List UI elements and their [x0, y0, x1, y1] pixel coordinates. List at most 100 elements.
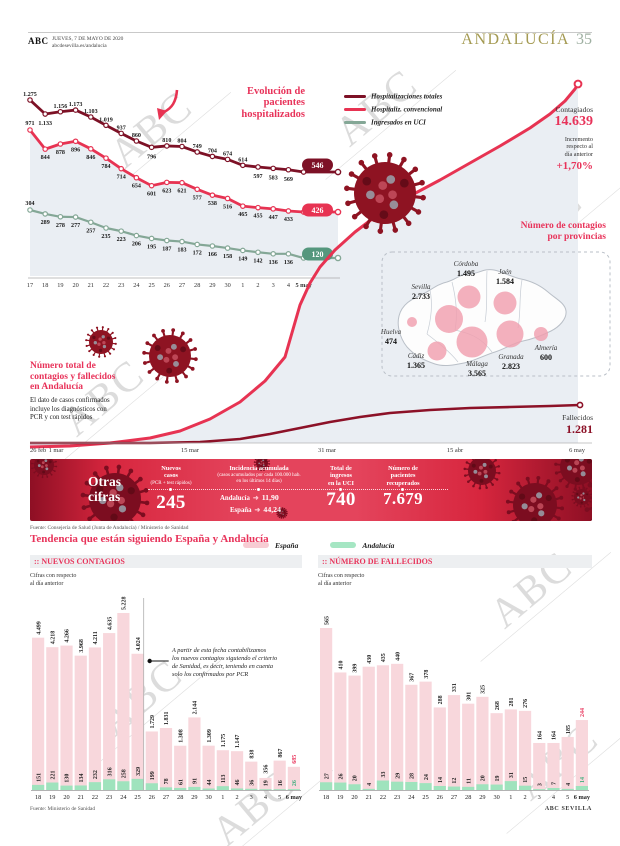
region-value: 44,24 — [263, 505, 281, 515]
espana-bar — [131, 653, 144, 790]
data-point — [57, 141, 64, 147]
point-label: 136 — [284, 260, 293, 266]
virus-mottle — [260, 463, 262, 465]
andalucia-bar — [32, 784, 45, 790]
espana-bar-label: 185 — [566, 725, 572, 734]
bar-x-tick: 4 — [552, 794, 556, 801]
virus-spike-tip — [33, 471, 36, 474]
province-bubble — [427, 341, 447, 361]
data-point — [270, 251, 277, 257]
virus-spike-tip — [558, 479, 563, 483]
espana-bar-label: 1.308 — [178, 729, 184, 743]
virus-spike-tip — [253, 461, 256, 463]
virus-mottle — [48, 460, 52, 464]
espana-bar-label: 268 — [495, 701, 501, 710]
hospital-x-tick: 24 — [133, 282, 140, 289]
hospital-chart-legend: Hospitalizaciones totales Hospitaliz. co… — [344, 87, 442, 126]
province-border — [426, 289, 432, 335]
virus-mottle — [536, 492, 543, 499]
virus-spike-tip — [86, 333, 90, 336]
province-name: Málaga — [465, 360, 488, 368]
virus-spike-tip — [268, 463, 271, 465]
virus-mottle — [170, 343, 177, 350]
virus-spike-tip — [467, 480, 470, 483]
virus-mottle — [375, 194, 385, 204]
espana-bar-label: 356 — [264, 765, 270, 774]
andalucia-bar-label: 14 — [438, 777, 444, 783]
increment-label: Incremento respecto al día anterior — [564, 136, 593, 158]
virus-mottle — [281, 515, 283, 517]
espana-bar — [230, 751, 244, 790]
andalucia-bar-label: 7 — [552, 782, 558, 785]
banner-col-recuperados: Número de pacientes recuperados 7.679 — [368, 465, 438, 509]
data-point — [72, 138, 79, 145]
andalucia-bar-label: 61 — [178, 779, 184, 785]
subtitle-fallecidos: Cifras con respecto al día anterior — [318, 573, 365, 587]
fallecidos-label: Fallecidos — [562, 413, 593, 422]
point-label: 183 — [177, 248, 186, 254]
virus-spike-tip — [80, 492, 86, 498]
legend-swatch-andalucia — [330, 542, 357, 549]
espana-bar-label: 1.729 — [150, 715, 156, 729]
banner-dot — [257, 488, 260, 491]
bar-x-tick: 21 — [78, 794, 84, 801]
point-label: 187 — [162, 247, 171, 253]
legend-swatch-uci — [344, 120, 366, 124]
virus-spike-tip — [478, 486, 482, 490]
andalucia-bar-label: 24 — [424, 774, 430, 780]
point-label: 516 — [223, 204, 232, 210]
data-point — [72, 214, 79, 220]
virus-mottle — [282, 512, 284, 514]
hospital-x-tick: 4 — [287, 282, 291, 289]
point-label: 937 — [117, 125, 126, 131]
virus-spike-tip — [152, 333, 156, 338]
hospital-x-tick: 5 may — [295, 282, 312, 289]
point-label: 1.103 — [84, 109, 98, 115]
virus-mottle — [521, 503, 528, 510]
subtitle-nuevos-contagios: Cifras con respecto al día anterior — [30, 573, 77, 587]
andalucia-bar — [230, 788, 244, 790]
virus-spike-tip — [36, 474, 39, 477]
virus-spike-tip — [556, 516, 561, 521]
point-label: 804 — [177, 139, 186, 145]
espana-bar-label: 4.499 — [36, 621, 42, 635]
point-label: 206 — [132, 242, 141, 248]
point-label: 278 — [56, 223, 65, 229]
banner-title: Otras cifras — [88, 474, 121, 505]
espana-bar-label: 1.147 — [235, 735, 241, 749]
data-point — [27, 97, 33, 103]
point-label: 860 — [132, 133, 141, 139]
data-point — [133, 174, 140, 181]
data-point — [72, 107, 79, 113]
andalucia-bar-label: 33 — [381, 772, 387, 778]
data-point — [118, 165, 125, 172]
bar-x-tick: 30 — [205, 794, 211, 801]
bar-x-tick: 6 may — [286, 794, 303, 801]
point-label: 704 — [208, 148, 217, 154]
bar-x-tick: 20 — [63, 794, 69, 801]
hospital-chart-background — [30, 130, 338, 276]
incidencia-row-andalucia: Andalucía ➜ 11,90 — [208, 492, 310, 505]
section-name: ANDALUCÍA — [461, 31, 570, 48]
virus-mottle — [282, 510, 284, 512]
data-point — [285, 251, 292, 257]
incidencia-row-espana: España ➜ 44,24 — [208, 504, 310, 517]
virus-spike-tip — [351, 213, 358, 220]
province-value: 1.495 — [457, 269, 475, 278]
espana-bar-label: 1.831 — [164, 712, 170, 726]
virus-spike-tip — [95, 326, 99, 329]
espana-bar — [103, 633, 116, 790]
arrow-icon: ➜ — [254, 506, 261, 515]
bar-x-tick: 19 — [49, 794, 55, 801]
point-label: 172 — [193, 250, 202, 256]
data-point — [133, 138, 140, 144]
virus-spike-tip — [419, 179, 425, 186]
virus-mottle — [530, 496, 537, 503]
andalucia-bar — [131, 778, 144, 790]
province-bubble — [457, 285, 481, 309]
virus-spike-tip — [363, 223, 369, 230]
banner-dot — [169, 488, 172, 491]
virus-mottle — [576, 492, 579, 496]
bar-x-tick: 25 — [134, 794, 140, 801]
virus-spike-tip — [88, 350, 91, 353]
